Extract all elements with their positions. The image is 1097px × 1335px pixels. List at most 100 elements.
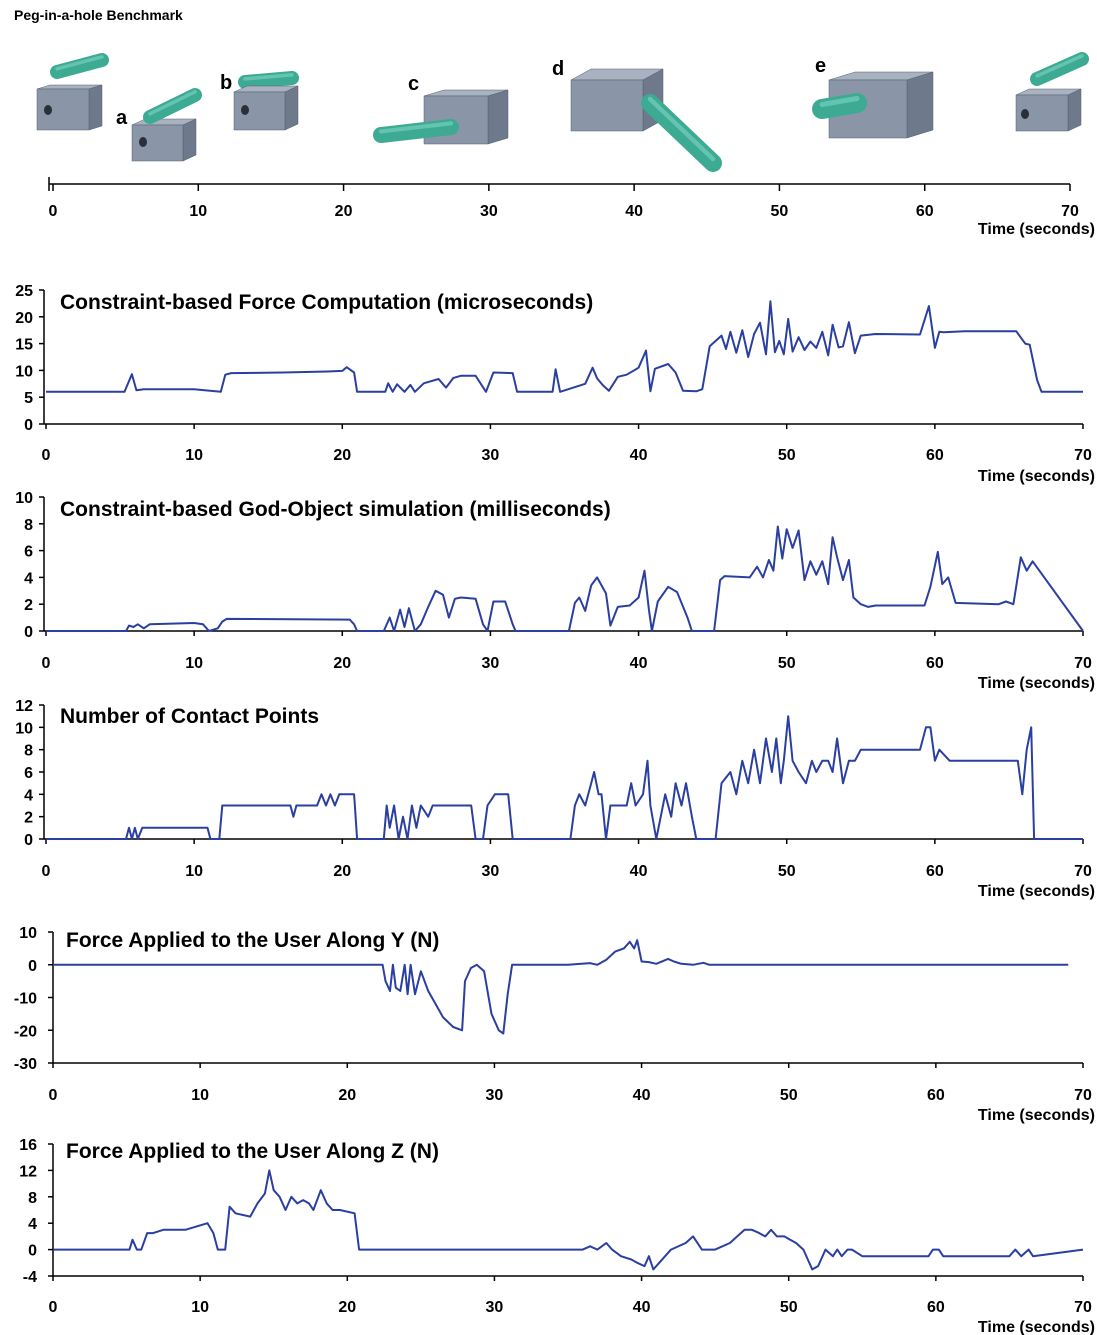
x-tick-label: 10 — [185, 863, 203, 880]
x-axis-title: Time (seconds) — [978, 883, 1095, 900]
y-tick-label: 20 — [15, 310, 33, 327]
x-tick-label: 50 — [780, 1299, 798, 1316]
timeline-axis: 0 10 20 30 40 50 60 70 Time (seconds) — [48, 177, 1095, 238]
x-tick-label: 10 — [185, 447, 203, 464]
y-tick-label: 8 — [24, 517, 33, 534]
series-line — [46, 300, 1083, 393]
x-tick-label: 70 — [1074, 447, 1092, 464]
timeline-tick-label: 50 — [771, 203, 789, 220]
y-tick-label: 16 — [19, 1137, 37, 1154]
hole — [44, 105, 52, 115]
peg-cylinder — [238, 71, 299, 89]
x-tick-label: 0 — [42, 447, 51, 464]
x-tick-label: 0 — [42, 655, 51, 672]
event-label-b: b — [220, 72, 232, 94]
x-tick-label: 20 — [333, 447, 351, 464]
x-tick-label: 70 — [1074, 1299, 1092, 1316]
x-tick-label: 70 — [1074, 655, 1092, 672]
series-line — [53, 1169, 1084, 1271]
timeline-tick-label: 40 — [625, 203, 643, 220]
x-tick-label: 0 — [49, 1087, 58, 1104]
chart-title: Number of Contact Points — [60, 705, 319, 728]
peg-cylinder — [373, 119, 459, 143]
x-tick-label: 30 — [486, 1299, 504, 1316]
peg-cylinder — [50, 53, 109, 79]
figure-title: Peg-in-a-hole Benchmark — [14, 7, 183, 23]
x-tick-label: 20 — [338, 1087, 356, 1104]
x-tick-label: 50 — [778, 655, 796, 672]
cube-block — [36, 84, 103, 131]
y-tick-label: 0 — [24, 417, 33, 434]
x-tick-label: 20 — [333, 655, 351, 672]
x-tick-label: 50 — [778, 447, 796, 464]
y-tick-label: 10 — [15, 720, 33, 737]
peg-cylinder — [143, 88, 202, 124]
chart-title: Constraint-based Force Computation (micr… — [60, 291, 593, 314]
x-tick-label: 10 — [191, 1299, 209, 1316]
event-label-c: c — [408, 73, 419, 95]
y-tick-label: 10 — [19, 925, 37, 942]
series-line — [53, 939, 1069, 1035]
y-tick-label: 8 — [24, 743, 33, 760]
hole — [241, 105, 249, 115]
y-tick-label: 12 — [15, 698, 33, 715]
x-axis-title: Time (seconds) — [978, 468, 1095, 485]
y-tick-label: 5 — [24, 390, 33, 407]
x-tick-label: 0 — [42, 863, 51, 880]
x-tick-label: 60 — [926, 447, 944, 464]
y-tick-label: -20 — [14, 1023, 37, 1040]
chart-contact-points: 0 2 4 6 8 10 12 0 10 20 30 40 50 60 70 Time (seconds) Nu… — [15, 698, 1095, 900]
y-tick-label: 12 — [19, 1163, 37, 1180]
y-tick-label: 0 — [24, 832, 33, 849]
hole — [139, 137, 147, 147]
timeline-tick-label: 20 — [335, 203, 353, 220]
y-tick-label: -10 — [14, 991, 37, 1008]
y-tick-label: 15 — [15, 337, 33, 354]
x-tick-label: 50 — [780, 1087, 798, 1104]
timeline-ticks: 0 10 20 30 40 50 60 70 — [48, 177, 1079, 220]
chart-title: Force Applied to the User Along Z (N) — [66, 1140, 439, 1163]
y-tick-label: 0 — [28, 1243, 37, 1260]
timeline-tick-label: 10 — [189, 203, 207, 220]
x-tick-label: 30 — [482, 863, 500, 880]
event-label-a: a — [116, 107, 128, 129]
timeline-tick-label: 60 — [916, 203, 934, 220]
x-tick-label: 0 — [49, 1299, 58, 1316]
x-tick-label: 30 — [482, 447, 500, 464]
series-line — [46, 715, 1083, 840]
chart-force-y: -30 -20 -10 0 10 0 10 20 30 40 50 60 70 Time (seconds… — [14, 925, 1095, 1124]
x-axis-title: Time (seconds) — [978, 675, 1095, 692]
y-tick-label: 8 — [28, 1190, 37, 1207]
y-tick-label: 10 — [15, 363, 33, 380]
x-axis-title: Time (seconds) — [978, 1107, 1095, 1124]
x-tick-label: 30 — [482, 655, 500, 672]
timeline-tick-label: 70 — [1061, 203, 1079, 220]
x-axis-title: Time (seconds) — [978, 1319, 1095, 1335]
y-tick-label: 4 — [24, 570, 33, 587]
event-label-d: d — [552, 58, 564, 80]
peg-cylinder — [812, 93, 867, 119]
x-tick-label: 40 — [633, 1299, 651, 1316]
chart-title: Force Applied to the User Along Y (N) — [66, 929, 439, 952]
x-tick-label: 70 — [1074, 1087, 1092, 1104]
x-tick-label: 10 — [191, 1087, 209, 1104]
x-tick-label: 30 — [486, 1087, 504, 1104]
timeline-tick-label: 30 — [480, 203, 498, 220]
peg-cylinder — [1030, 52, 1089, 86]
y-tick-label: 6 — [24, 765, 33, 782]
x-tick-label: 60 — [926, 863, 944, 880]
x-tick-label: 70 — [1074, 863, 1092, 880]
series-line — [46, 525, 1084, 632]
y-tick-label: 2 — [24, 597, 33, 614]
x-tick-label: 60 — [927, 1087, 945, 1104]
y-tick-label: 10 — [15, 490, 33, 507]
x-tick-label: 50 — [778, 863, 796, 880]
y-tick-label: -4 — [23, 1269, 37, 1286]
peg-cylinder — [641, 94, 722, 172]
cube-block — [570, 68, 664, 132]
y-tick-label: 4 — [24, 787, 33, 804]
x-tick-label: 20 — [338, 1299, 356, 1316]
x-tick-label: 20 — [333, 863, 351, 880]
y-tick-label: 4 — [28, 1216, 37, 1233]
